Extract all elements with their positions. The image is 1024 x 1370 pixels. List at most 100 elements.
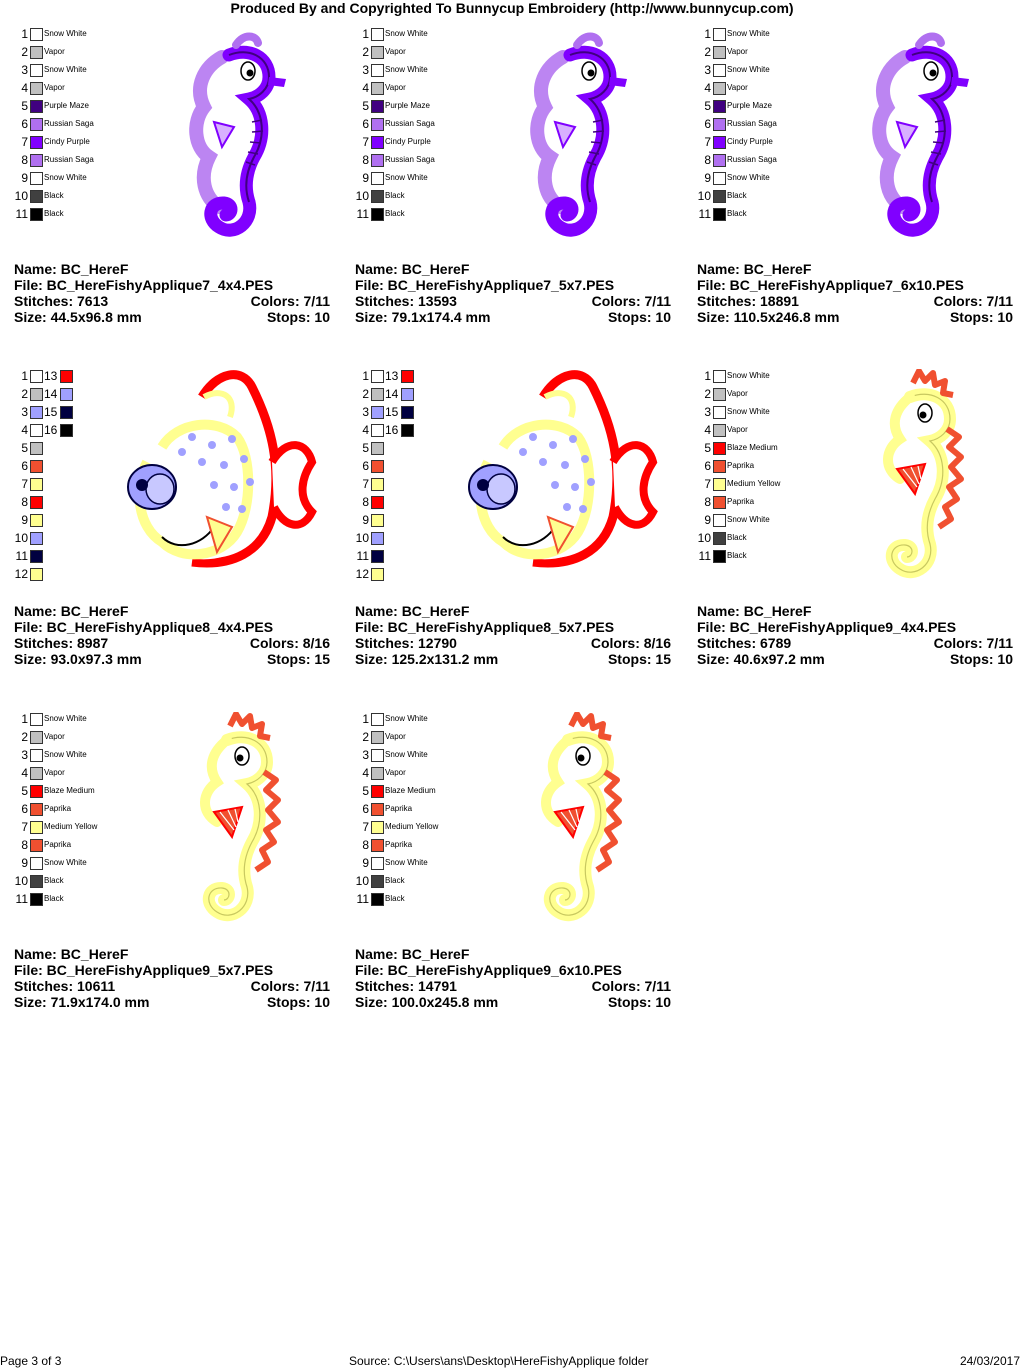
thread-swatch xyxy=(30,406,43,419)
thread-swatch xyxy=(30,388,43,401)
thread-name: Blaze Medium xyxy=(44,786,95,795)
colors-info: Colors: 7/11 xyxy=(934,635,1013,651)
thread-number: 1 xyxy=(362,27,369,41)
thread-name: Snow White xyxy=(44,65,87,74)
thread-name: Snow White xyxy=(727,515,770,524)
thread-name: Snow White xyxy=(44,858,87,867)
thread-swatch xyxy=(713,46,726,59)
thread-name: Paprika xyxy=(44,840,72,849)
thread-name: Cindy Purple xyxy=(727,137,773,146)
stop-count: 10 xyxy=(655,309,671,325)
stop-count: 15 xyxy=(655,651,671,667)
name-label: Name: xyxy=(14,261,57,277)
colors-info: Colors: 7/11 xyxy=(934,293,1013,309)
thread-number: 7 xyxy=(362,820,369,834)
thread-number: 1 xyxy=(362,369,369,383)
stops-label: Stops: xyxy=(607,651,652,667)
thread-swatch xyxy=(30,478,43,491)
thread-number: 6 xyxy=(21,802,28,816)
thread-swatch xyxy=(30,460,43,473)
size-label: Size: xyxy=(697,309,730,325)
design-file: BC_HereFishyApplique7_5x7.PES xyxy=(387,277,615,293)
size-row: Size: 71.9x174.0 mm Stops: 10 xyxy=(14,994,330,1010)
thread-number: 4 xyxy=(21,423,28,437)
stitch-count: 10611 xyxy=(77,978,116,994)
thread-swatch xyxy=(371,857,384,870)
design-name-row: Name: BC_HereF xyxy=(14,261,330,277)
thread-swatch xyxy=(371,136,384,149)
thread-swatch xyxy=(371,821,384,834)
design-name: BC_HereF xyxy=(743,261,812,277)
design-name-row: Name: BC_HereF xyxy=(355,261,671,277)
thread-number: 9 xyxy=(362,856,369,870)
stitches-row: Stitches: 12790 Colors: 8/16 xyxy=(355,635,671,651)
design-size: 71.9x174.0 mm xyxy=(50,994,150,1010)
thread-number: 1 xyxy=(362,712,369,726)
thread-number: 7 xyxy=(362,135,369,149)
thread-name: Black xyxy=(44,191,64,200)
file-label: File: xyxy=(355,277,384,293)
thread-number: 11 xyxy=(15,549,28,563)
thread-number: 3 xyxy=(704,63,711,77)
thread-swatch xyxy=(30,100,43,113)
thread-name: Black xyxy=(44,876,64,885)
stop-count: 10 xyxy=(655,994,671,1010)
thread-number: 4 xyxy=(362,766,369,780)
stitches-label: Stitches: xyxy=(697,293,757,309)
thread-swatch xyxy=(401,424,414,437)
file-label: File: xyxy=(14,619,43,635)
thread-number: 10 xyxy=(14,531,28,545)
thread-name: Black xyxy=(44,894,64,903)
thread-swatch xyxy=(713,406,726,419)
stitches-label: Stitches: xyxy=(355,635,415,651)
thread-swatch xyxy=(30,424,43,437)
thread-name: Medium Yellow xyxy=(44,822,98,831)
colors-label: Colors: xyxy=(250,293,300,309)
thread-swatch xyxy=(30,514,43,527)
stops-label: Stops: xyxy=(949,309,994,325)
colors-label: Colors: xyxy=(933,293,983,309)
thread-number: 9 xyxy=(704,513,711,527)
design-name-row: Name: BC_HereF xyxy=(697,261,1013,277)
thread-swatch xyxy=(713,82,726,95)
seahorse-yellow-design-image xyxy=(172,711,292,937)
design-name-row: Name: BC_HereF xyxy=(355,603,671,619)
color-count: 7/11 xyxy=(303,293,330,309)
thread-number: 9 xyxy=(362,171,369,185)
thread-number: 11 xyxy=(356,892,369,906)
thread-name: Paprika xyxy=(44,804,72,813)
thread-name: Paprika xyxy=(727,497,755,506)
thread-swatch xyxy=(30,82,43,95)
stitches-row: Stitches: 14791 Colors: 7/11 xyxy=(355,978,671,994)
thread-swatch xyxy=(371,406,384,419)
design-size: 100.0x245.8 mm xyxy=(391,994,499,1010)
seahorse-purple-design-image xyxy=(174,27,294,252)
stops-info: Stops: 15 xyxy=(608,651,671,667)
thread-name: Black xyxy=(727,191,747,200)
thread-swatch xyxy=(713,190,726,203)
thread-swatch xyxy=(30,857,43,870)
colors-info: Colors: 8/16 xyxy=(250,635,330,651)
thread-number: 3 xyxy=(362,748,369,762)
seahorse-yellow-design-image xyxy=(855,368,975,594)
thread-swatch xyxy=(713,154,726,167)
thread-swatch xyxy=(30,442,43,455)
thread-number: 11 xyxy=(698,549,711,563)
stops-info: Stops: 10 xyxy=(267,994,330,1010)
thread-name: Vapor xyxy=(385,732,406,741)
stitches-row: Stitches: 6789 Colors: 7/11 xyxy=(697,635,1013,651)
thread-number: 5 xyxy=(362,99,369,113)
design-file: BC_HereFishyApplique9_4x4.PES xyxy=(729,619,957,635)
thread-number: 3 xyxy=(362,405,369,419)
name-label: Name: xyxy=(355,603,398,619)
thread-name: Russian Saga xyxy=(385,155,435,164)
colors-info: Colors: 7/11 xyxy=(251,293,330,309)
thread-swatch xyxy=(713,370,726,383)
thread-name: Snow White xyxy=(385,173,428,182)
color-count: 8/16 xyxy=(302,635,330,651)
thread-number: 10 xyxy=(355,189,369,203)
design-name: BC_HereF xyxy=(60,603,129,619)
size-row: Size: 100.0x245.8 mm Stops: 10 xyxy=(355,994,671,1010)
thread-swatch xyxy=(371,532,384,545)
thread-swatch xyxy=(371,370,384,383)
